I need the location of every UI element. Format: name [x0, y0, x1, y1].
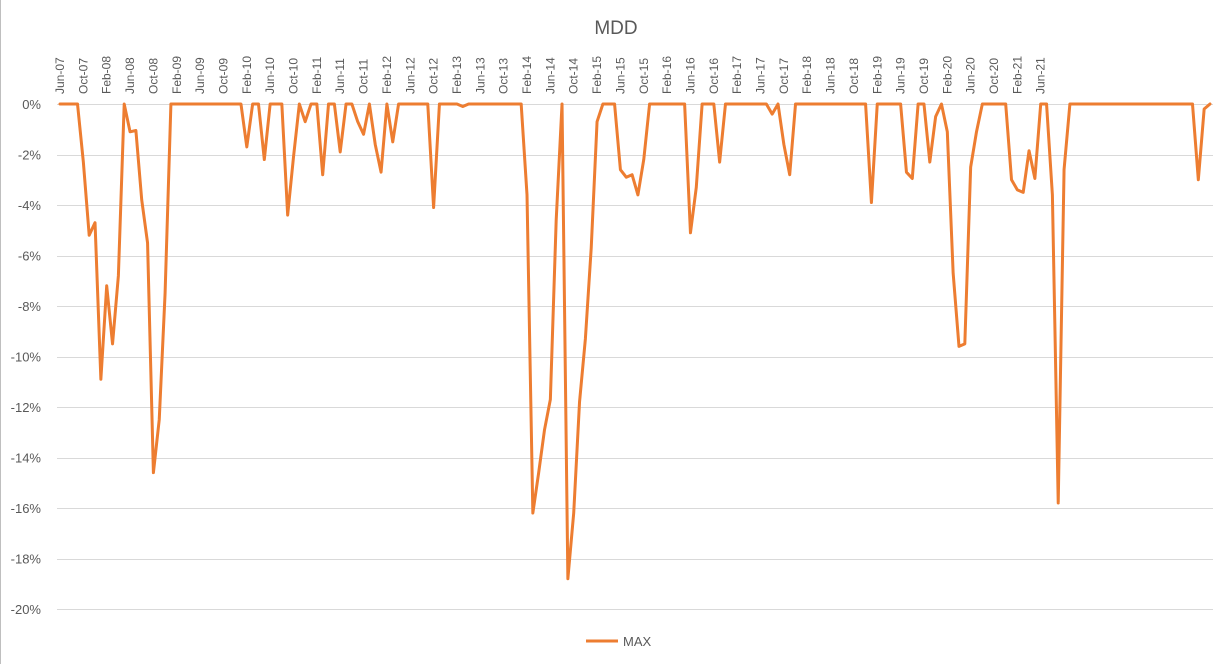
chart-title: MDD: [594, 18, 637, 39]
y-tick-label: -16%: [11, 501, 42, 516]
x-tick-label: Feb-09: [170, 56, 184, 94]
x-tick-label: Jun-10: [263, 57, 277, 94]
x-tick-label: Jun-18: [824, 57, 838, 94]
x-tick-label: Oct-09: [216, 58, 230, 94]
x-tick-label: Jun-20: [964, 57, 978, 94]
x-tick-label: Feb-21: [1010, 56, 1024, 94]
x-tick-label: Oct-17: [777, 58, 791, 94]
x-tick-label: Jun-21: [1034, 57, 1048, 94]
x-tick-label: Feb-20: [940, 56, 954, 94]
x-tick-label: Feb-10: [240, 56, 254, 94]
x-tick-label: Oct-19: [917, 58, 931, 94]
x-tick-label: Oct-16: [707, 58, 721, 94]
x-tick-label: Feb-19: [870, 56, 884, 94]
x-tick-label: Jun-16: [683, 57, 697, 94]
y-tick-label: -14%: [11, 451, 42, 466]
x-tick-label: Feb-15: [590, 56, 604, 94]
y-tick-label: -4%: [18, 198, 42, 213]
y-tick-label: -12%: [11, 400, 42, 415]
x-tick-label: Jun-19: [894, 57, 908, 94]
gridlines: [57, 104, 1213, 610]
y-tick-label: 0%: [22, 97, 41, 112]
x-tick-label: Oct-07: [76, 58, 90, 94]
x-tick-label: Jun-11: [333, 58, 347, 94]
y-tick-label: -2%: [18, 148, 42, 163]
y-tick-label: -18%: [11, 552, 42, 567]
x-tick-label: Oct-18: [847, 58, 861, 94]
x-tick-label: Feb-16: [660, 56, 674, 94]
x-tick-label: Jun-14: [543, 57, 557, 94]
y-tick-label: -20%: [11, 602, 42, 617]
x-tick-label: Oct-15: [637, 58, 651, 94]
y-tick-label: -10%: [11, 350, 42, 365]
x-tick-label: Jun-09: [193, 57, 207, 94]
x-tick-label: Oct-13: [497, 58, 511, 94]
legend: MAX: [586, 634, 652, 649]
x-axis: Jun-07 Oct-07 Feb-08 Jun-08 Oct-08 Feb-09 Jun-…: [53, 56, 1048, 94]
x-tick-label: Jun-07: [53, 57, 67, 94]
x-tick-label: Oct-12: [427, 58, 441, 94]
series-layer: [58, 102, 1212, 581]
x-tick-label: Oct-14: [567, 58, 581, 94]
series-line-max: [58, 102, 1212, 581]
x-tick-label: Feb-13: [450, 56, 464, 94]
x-tick-label: Oct-08: [146, 58, 160, 94]
x-tick-label: Feb-11: [310, 57, 324, 94]
x-tick-label: Oct-20: [987, 58, 1001, 94]
legend-label-max: MAX: [623, 634, 652, 649]
x-tick-label: Feb-08: [100, 56, 114, 94]
x-tick-label: Feb-17: [730, 56, 744, 94]
y-tick-label: -8%: [18, 299, 42, 314]
x-tick-label: Jun-12: [403, 57, 417, 94]
x-tick-label: Oct-10: [287, 58, 301, 94]
y-axis: 0% -2% -4% -6% -8% -10% -12% -14% -16% -18% -20%: [11, 97, 42, 617]
x-tick-label: Jun-13: [473, 57, 487, 94]
x-tick-label: Jun-08: [123, 57, 137, 94]
x-tick-label: Feb-14: [520, 56, 534, 94]
x-tick-label: Oct-11: [357, 59, 371, 94]
x-tick-label: Jun-17: [754, 57, 768, 94]
x-tick-label: Feb-18: [800, 56, 814, 94]
x-tick-label: Feb-12: [380, 56, 394, 94]
x-tick-label: Jun-15: [613, 57, 627, 94]
y-tick-label: -6%: [18, 249, 42, 264]
